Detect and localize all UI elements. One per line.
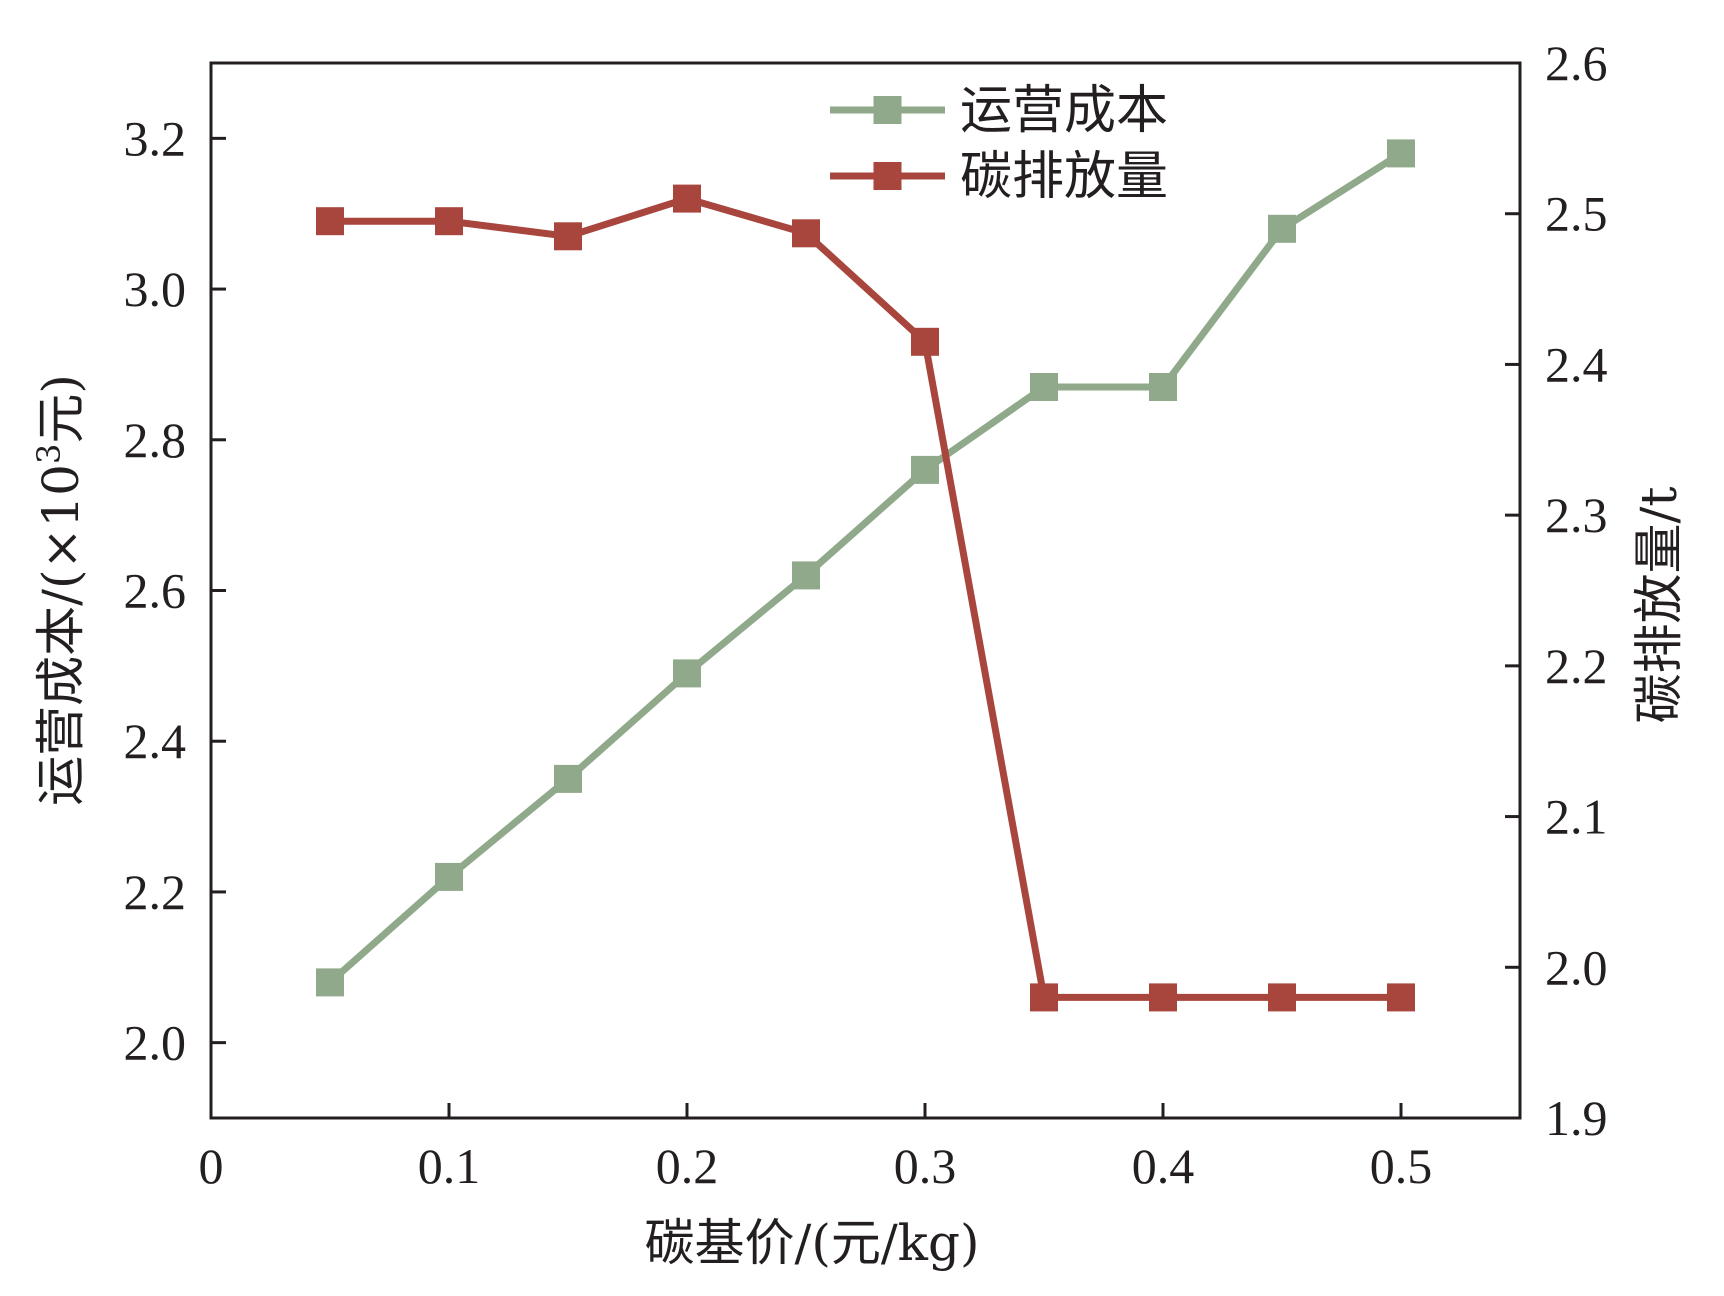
y-left-tick-label-4: 2.6: [124, 563, 187, 619]
legend-marker-2: [873, 162, 902, 190]
data-point-1-2: [435, 862, 463, 891]
data-point-2-9: [1268, 983, 1296, 1012]
x-tick-label-4: 0.3: [894, 1138, 957, 1194]
series-2: [316, 184, 1415, 1012]
y-left-tick-label-1: 2.0: [124, 1015, 187, 1071]
y-right-tick-label-8: 2.6: [1545, 35, 1608, 91]
data-point-1-8: [1149, 373, 1177, 401]
y-right-tick-label-6: 2.4: [1545, 336, 1608, 392]
data-point-2-7: [1030, 983, 1058, 1012]
series-line-2: [330, 195, 1401, 1001]
data-point-2-4: [673, 184, 701, 213]
x-tick-label-1: 0: [199, 1138, 224, 1194]
y-right-tick-label-5: 2.3: [1545, 487, 1608, 543]
y-right-tick-label-3: 2.1: [1545, 789, 1608, 845]
legend-marker-1: [873, 96, 902, 124]
data-point-2-8: [1149, 983, 1177, 1012]
data-point-2-10: [1387, 983, 1415, 1012]
y-left-axis-title: 运营成本/(×103元): [30, 374, 90, 806]
axes: 0 0.1 0.2 0.3 0.4 0.5 2.0 2.2 2.4 2.6 2.8 3.0 3.2 1.9…: [30, 35, 1688, 1272]
y-left-tick-label-5: 2.8: [124, 412, 187, 468]
data-point-2-2: [435, 207, 463, 236]
data-point-1-6: [911, 455, 939, 484]
data-point-1-4: [673, 659, 701, 688]
y-right-axis-title: 碳排放量/t: [1630, 487, 1688, 724]
x-tick-label-6: 0.5: [1370, 1138, 1433, 1194]
y-left-tick-label-6: 3.0: [124, 261, 187, 317]
legend-item-1: 运营成本: [830, 81, 1168, 141]
y-right-tick-label-4: 2.2: [1545, 638, 1608, 694]
y-right-tick-label-1: 1.9: [1545, 1090, 1608, 1146]
data-point-1-3: [554, 764, 582, 793]
plot-area: [316, 139, 1415, 1012]
y-left-tick-label-7: 3.2: [124, 110, 187, 166]
y-right-tick-label-2: 2.0: [1545, 939, 1608, 995]
y-left-axis-title-superscript: 3: [30, 444, 68, 464]
x-tick-label-2: 0.1: [418, 1138, 481, 1194]
data-point-2-1: [316, 207, 344, 236]
legend-label-1: 运营成本: [960, 81, 1168, 141]
y-left-axis-title-suffix: 元): [32, 374, 90, 444]
data-point-1-5: [792, 561, 820, 590]
data-point-1-1: [316, 968, 344, 997]
y-left-tick-label-2: 2.2: [124, 864, 187, 920]
series-1: [316, 139, 1415, 997]
legend-label-2: 碳排放量: [960, 147, 1168, 207]
data-point-1-10: [1387, 139, 1415, 168]
data-point-2-6: [911, 327, 939, 356]
legend-item-2: 碳排放量: [830, 147, 1168, 207]
data-point-1-7: [1030, 373, 1058, 401]
x-tick-label-5: 0.4: [1132, 1138, 1195, 1194]
series-line-1: [327, 150, 1403, 986]
data-point-1-9: [1268, 214, 1296, 243]
data-point-2-5: [792, 219, 820, 248]
data-point-2-3: [554, 222, 582, 251]
x-axis-title: 碳基价/(元/kg): [644, 1214, 979, 1272]
x-tick-label-3: 0.2: [656, 1138, 719, 1194]
y-left-tick-label-3: 2.4: [124, 713, 187, 769]
y-left-axis-title-prefix: 运营成本/(×10: [32, 464, 90, 806]
y-right-tick-label-7: 2.5: [1545, 186, 1608, 242]
